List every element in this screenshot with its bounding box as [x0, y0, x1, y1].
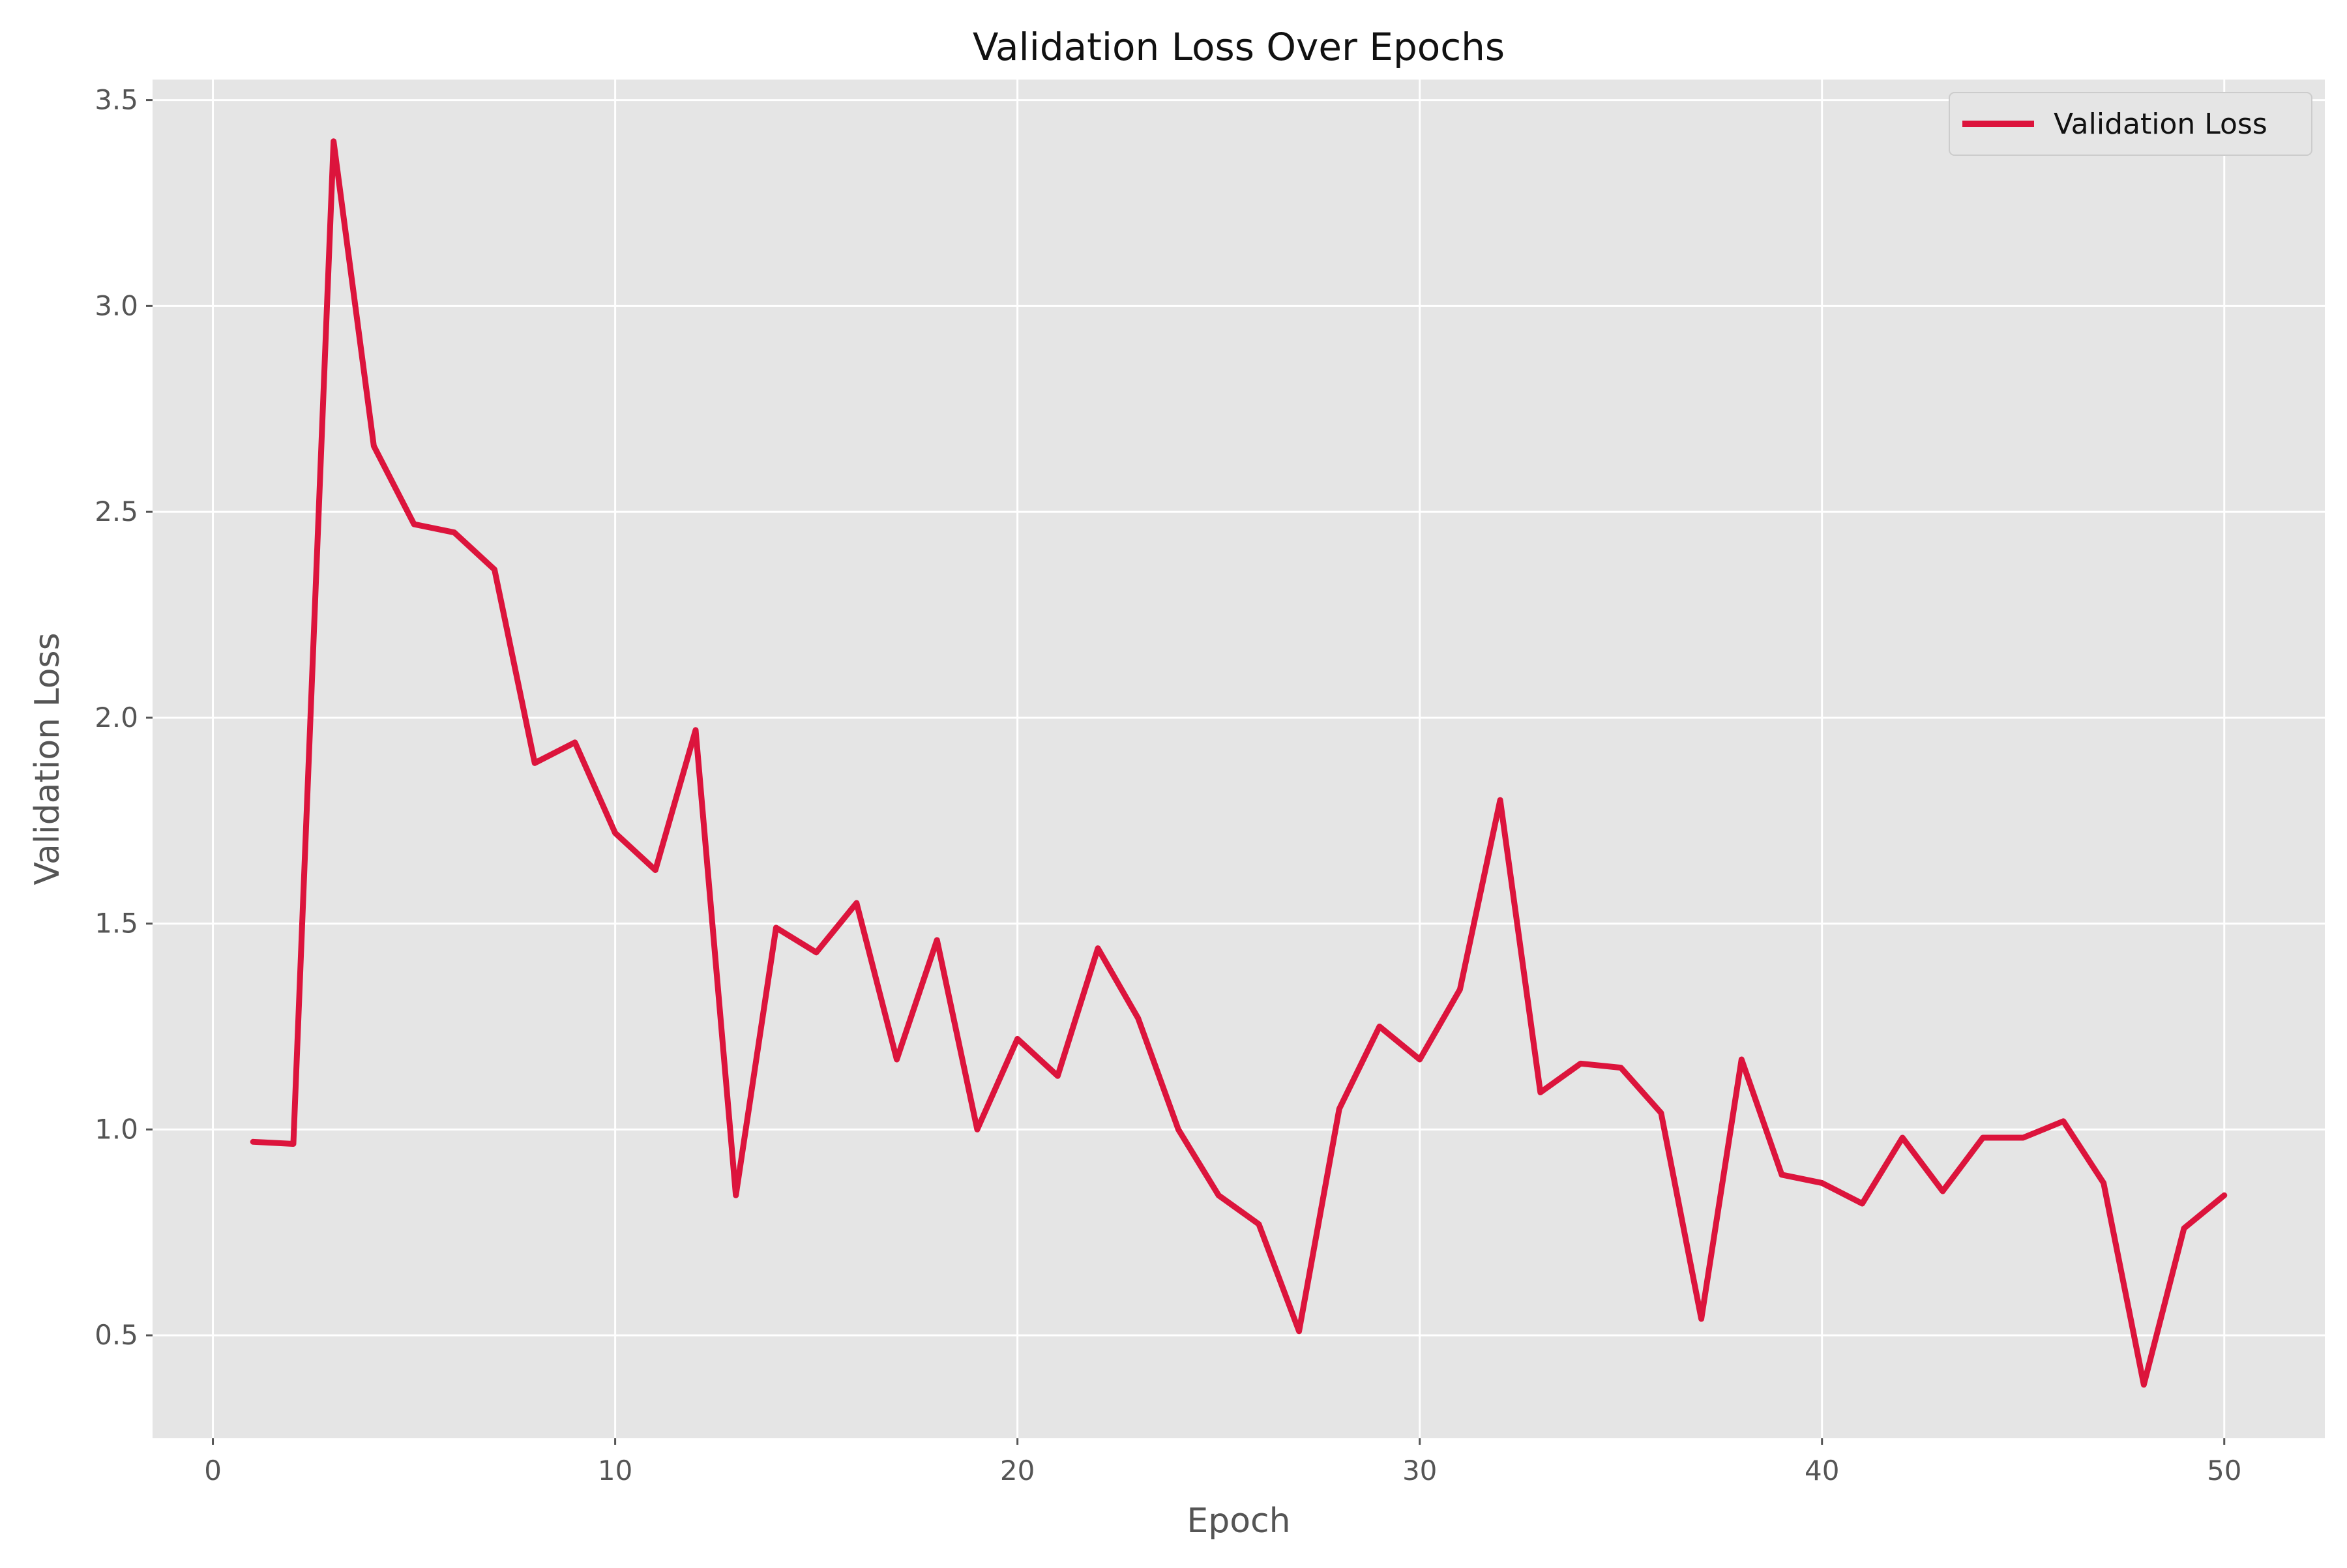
x-tick-label: 40: [1805, 1455, 1839, 1487]
series-lines: [250, 138, 2228, 1388]
legend-box: [1949, 92, 2312, 156]
x-tick-label: 50: [2207, 1455, 2241, 1487]
y-axis-label: Validation Loss: [28, 632, 67, 885]
y-tick-label: 3.0: [95, 289, 138, 321]
axis-ticks: [146, 99, 2226, 1445]
x-tick-label: 0: [204, 1455, 222, 1487]
y-tick-label: 1.0: [95, 1113, 138, 1145]
x-axis-label: Epoch: [1187, 1501, 1290, 1541]
plot-background: [153, 80, 2325, 1438]
legend: Validation Loss: [1949, 92, 2312, 156]
validation-loss-line: [250, 138, 2228, 1388]
x-tick-label: 20: [1000, 1455, 1035, 1487]
chart-title: Validation Loss Over Epochs: [973, 25, 1505, 69]
tick-labels: 0 10 20 30 40 50 0.5 1.0 1.5 2.0 2.5 3.0 3.5: [95, 84, 2241, 1487]
x-tick-label: 10: [598, 1455, 632, 1487]
y-tick-label: 0.5: [95, 1319, 138, 1351]
x-tick-label: 30: [1402, 1455, 1437, 1487]
y-tick-label: 3.5: [95, 84, 138, 116]
y-tick-label: 2.5: [95, 496, 138, 527]
y-tick-label: 2.0: [95, 702, 138, 733]
y-tick-label: 1.5: [95, 908, 138, 939]
legend-label: Validation Loss: [2054, 108, 2267, 141]
